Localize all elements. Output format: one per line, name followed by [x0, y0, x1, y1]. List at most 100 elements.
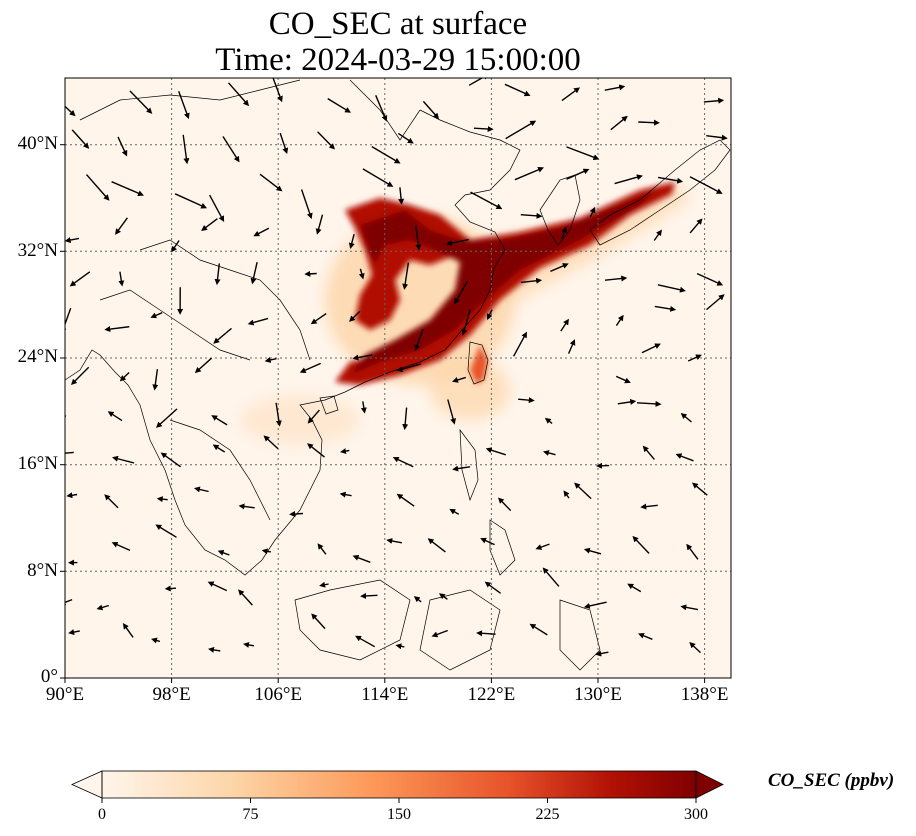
wind-arrow	[160, 452, 182, 468]
wind-arrow	[518, 397, 535, 404]
wind-arrow	[589, 206, 596, 218]
wind-arrow	[561, 226, 568, 240]
coastlines	[65, 79, 731, 671]
wind-arrow	[402, 262, 410, 290]
wind-arrow	[307, 443, 325, 458]
wind-arrow	[395, 643, 405, 650]
co-plume	[240, 182, 690, 445]
wind-arrow	[550, 263, 569, 273]
wind-arrow	[349, 310, 361, 322]
wind-arrow	[636, 400, 662, 407]
wind-arrow	[431, 629, 448, 638]
wind-arrow	[65, 237, 80, 243]
wind-arrow	[461, 309, 471, 336]
wind-arrow	[304, 270, 317, 277]
wind-arrow	[561, 87, 581, 102]
wind-arrow	[687, 354, 702, 362]
wind-arrow	[212, 444, 226, 453]
wind-arrow	[85, 174, 110, 201]
wind-arrow	[155, 524, 177, 538]
wind-arrow	[566, 146, 600, 161]
wind-arrow	[96, 604, 109, 611]
lat-label-24n: 24°N	[17, 346, 58, 367]
map-frame	[64, 77, 732, 679]
wind-arrow	[250, 262, 258, 285]
wind-arrow	[610, 115, 628, 131]
wind-arrow	[340, 448, 350, 455]
wind-arrow	[104, 494, 119, 509]
wind-arrow	[689, 176, 723, 194]
wind-arrow	[327, 98, 351, 113]
colorbar-tick-0: 0	[98, 806, 106, 823]
wind-arrow	[213, 327, 232, 344]
wind-arrow	[520, 277, 543, 284]
wind-arrow	[238, 503, 255, 510]
wind-arrow	[427, 538, 446, 553]
wind-arrow	[706, 294, 725, 311]
wind-arrow	[468, 78, 490, 86]
wind-arrow	[65, 451, 74, 454]
wind-arrow	[201, 218, 218, 232]
lat-label-16n: 16°N	[17, 453, 58, 474]
wind-arrow	[208, 646, 221, 653]
wind-arrow	[317, 543, 327, 555]
wind-arrow	[70, 366, 90, 386]
wind-arrow	[362, 168, 394, 187]
wind-arrow	[529, 623, 548, 636]
colorbar-tick-150: 150	[387, 806, 411, 823]
wind-arrow	[299, 362, 321, 373]
lat-label-8n: 8°N	[27, 560, 58, 581]
wind-arrow	[65, 307, 72, 334]
wind-arrow	[617, 398, 637, 405]
wind-arrow	[686, 543, 699, 560]
wind-arrow	[706, 134, 728, 141]
wind-arrow	[352, 554, 371, 563]
wind-arrow	[227, 82, 250, 107]
lon-label-98e: 98°E	[152, 684, 191, 705]
wind-arrow	[485, 447, 507, 456]
wind-arrow	[544, 417, 553, 424]
wind-arrow	[614, 174, 643, 185]
wind-arrow	[300, 189, 313, 220]
wind-arrow	[178, 90, 190, 120]
wind-arrow	[68, 629, 80, 636]
wind-arrow	[317, 131, 336, 150]
wind-arrow	[415, 225, 422, 251]
wind-arrow	[486, 309, 493, 321]
wind-arrow	[696, 272, 724, 286]
wind-arrow	[151, 637, 161, 644]
wind-arrow	[480, 537, 495, 546]
wind-arrow	[632, 535, 650, 554]
wind-arrow	[119, 371, 130, 382]
wind-arrow	[117, 136, 128, 157]
wind-arrow	[386, 538, 403, 544]
wind-arrow	[542, 450, 556, 456]
wind-arrow	[452, 376, 467, 383]
wind-arrow	[520, 212, 543, 219]
wind-arrow	[275, 402, 282, 427]
wind-arrow	[397, 132, 414, 144]
colorbar-tick-75: 75	[242, 806, 259, 823]
wind-arrow	[129, 90, 153, 114]
wind-arrow	[454, 281, 468, 305]
wind-arrow	[65, 415, 67, 422]
wind-arrow	[566, 168, 590, 180]
wind-arrow	[171, 240, 180, 253]
lon-label-130e: 130°E	[574, 684, 622, 705]
wind-arrow	[402, 407, 409, 431]
wind-arrow	[65, 105, 76, 117]
wind-arrow	[689, 642, 701, 654]
lat-label-32n: 32°N	[17, 240, 58, 261]
wind-arrow	[680, 604, 699, 611]
wind-arrow	[193, 486, 209, 493]
wind-arrow	[71, 129, 90, 149]
colorbar-title: CO_SEC (ppbv)	[768, 770, 895, 791]
wind-arrow	[263, 435, 279, 450]
wind-arrow	[542, 567, 560, 587]
wind-arrow	[211, 415, 228, 426]
wind-arrow	[654, 305, 677, 312]
wind-arrow	[69, 271, 91, 287]
wind-arrow	[657, 284, 686, 293]
colorbar-tick-225: 225	[535, 806, 560, 823]
